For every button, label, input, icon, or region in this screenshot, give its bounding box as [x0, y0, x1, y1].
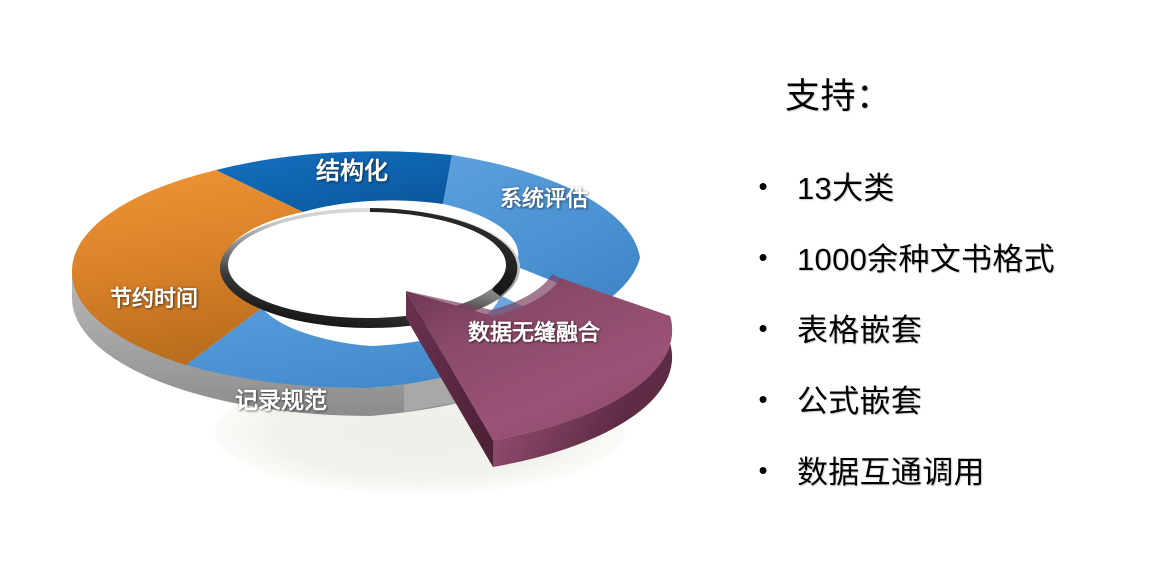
slice-shujuwufengronghe-exploded[interactable] [406, 274, 673, 467]
slice-xitongpinggu[interactable] [443, 155, 640, 302]
list-item-label: 公式嵌套 [797, 384, 923, 419]
bullet-icon: • [758, 454, 768, 485]
doughnut-chart-graphic [71, 151, 673, 494]
list-item: • 公式嵌套 [745, 363, 1174, 434]
bullet-icon: • [758, 241, 768, 272]
list-item-label: 13大类 [797, 171, 895, 206]
panel-heading: 支持： [785, 77, 892, 116]
list-item: • 数据互通调用 [745, 434, 1174, 505]
doughnut-chart: 结构化 系统评估 数据无缝融合 记录规范 节约时间 [71, 151, 673, 494]
support-bullet-list: • 13大类 • 1000余种文书格式 • 表格嵌套 • 公式嵌套 • 数据互通… [745, 150, 1174, 505]
slice-jieyueshijian[interactable] [71, 170, 303, 365]
bullet-icon: • [758, 383, 768, 414]
slice-jiluguifan[interactable] [186, 308, 470, 389]
inner-hole-face [228, 212, 506, 318]
slice-jiegouhua[interactable] [216, 151, 452, 212]
purple-side-left [406, 291, 493, 467]
inner-hole [220, 208, 520, 328]
list-item: • 1000余种文书格式 [745, 221, 1174, 292]
list-item-label: 表格嵌套 [797, 313, 923, 348]
list-item: • 13大类 [745, 150, 1174, 221]
purple-side-front [493, 316, 673, 467]
support-text-panel: 支持： • 13大类 • 1000余种文书格式 • 表格嵌套 • 公式嵌套 • … [745, 0, 1174, 572]
purple-inner-edge [406, 274, 560, 316]
list-item: • 表格嵌套 [745, 292, 1174, 363]
list-item-label: 1000余种文书格式 [797, 242, 1055, 277]
list-item-label: 数据互通调用 [797, 455, 985, 490]
purple-top-face [406, 278, 673, 440]
bullet-icon: • [758, 170, 768, 201]
bullet-icon: • [758, 312, 768, 343]
